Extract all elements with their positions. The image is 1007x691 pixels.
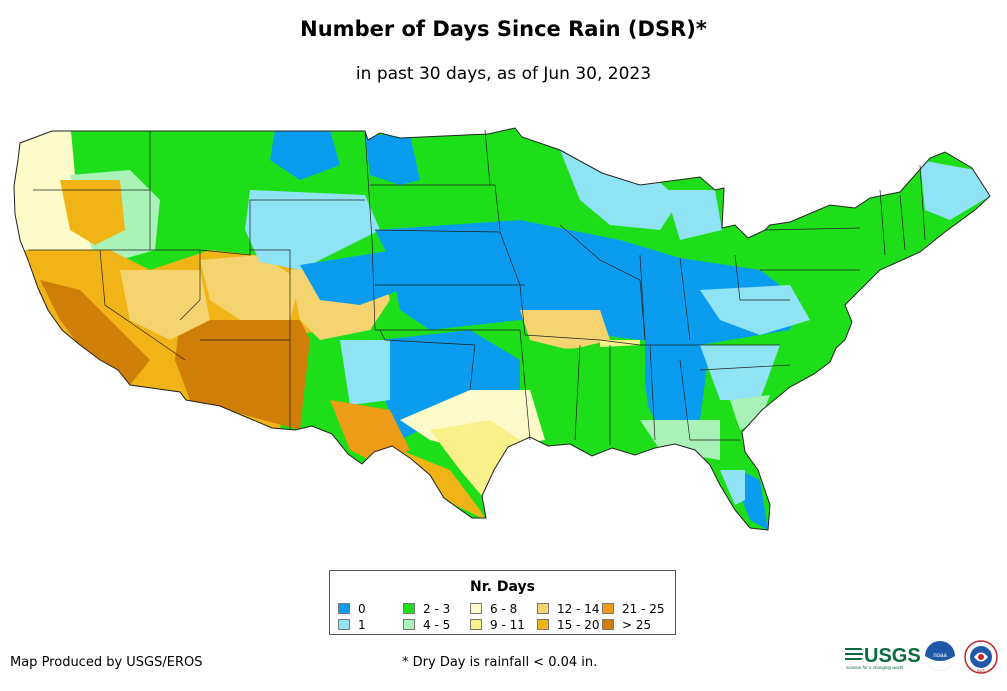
nws-logo-text: NWS: [977, 669, 986, 673]
legend-label: > 25: [622, 618, 652, 632]
map-title: Number of Days Since Rain (DSR)*: [300, 17, 707, 41]
legend: Nr. Days 0 1 2 - 3 4 - 5 6 - 8 9 - 11 12…: [329, 570, 676, 635]
legend-item-6: 12 - 14: [537, 603, 600, 616]
credit-text: Map Produced by USGS/EROS: [10, 655, 203, 670]
legend-swatch: [602, 603, 614, 614]
legend-label: 1: [358, 618, 366, 632]
legend-item-1: 1: [338, 619, 366, 632]
legend-label: 9 - 11: [490, 618, 525, 632]
legend-label: 6 - 8: [490, 602, 518, 616]
legend-label: 4 - 5: [423, 618, 451, 632]
legend-label: 15 - 20: [557, 618, 600, 632]
legend-item-3: 4 - 5: [403, 619, 450, 632]
noaa-logo-text: noaa: [933, 653, 947, 659]
legend-swatch: [338, 603, 350, 614]
legend-label: 21 - 25: [622, 602, 665, 616]
legend-swatch: [537, 603, 549, 614]
legend-label: 0: [358, 602, 366, 616]
map-subtitle: in past 30 days, as of Jun 30, 2023: [355, 64, 652, 84]
footnote-text: * Dry Day is rainfall < 0.04 in.: [402, 655, 598, 670]
legend-item-7: 15 - 20: [537, 619, 600, 632]
usgs-logo-text: USGS: [864, 645, 921, 667]
legend-label: 12 - 14: [557, 602, 600, 616]
legend-item-9: > 25: [602, 619, 651, 632]
legend-swatch: [470, 603, 482, 614]
agency-logos: USGS science for a changing world noaa N…: [845, 640, 998, 674]
legend-item-4: 6 - 8: [470, 603, 517, 616]
legend-item-5: 9 - 11: [470, 619, 525, 632]
legend-item-8: 21 - 25: [602, 603, 665, 616]
legend-swatch: [403, 619, 415, 630]
nws-logo: NWS: [964, 640, 998, 674]
legend-swatch: [470, 619, 482, 630]
legend-swatch: [338, 619, 350, 630]
noaa-logo: noaa: [925, 641, 955, 671]
us-dsr-map: [13, 127, 991, 531]
legend-label: 2 - 3: [423, 602, 451, 616]
legend-swatch: [602, 619, 614, 630]
usgs-logo: USGS science for a changing world: [845, 645, 921, 670]
legend-title: Nr. Days: [470, 579, 535, 595]
usgs-tagline: science for a changing world: [846, 665, 904, 670]
legend-swatch: [537, 619, 549, 630]
legend-item-0: 0: [338, 603, 366, 616]
legend-swatch: [403, 603, 415, 614]
legend-item-2: 2 - 3: [403, 603, 450, 616]
